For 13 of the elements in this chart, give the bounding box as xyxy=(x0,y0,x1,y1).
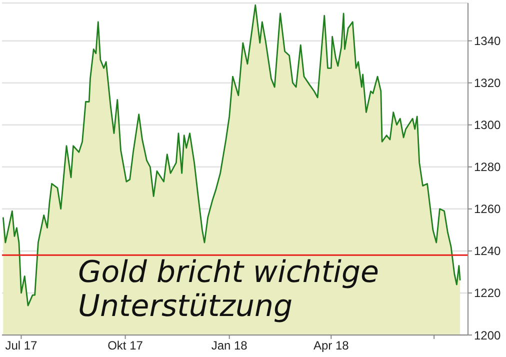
y-tick-label: 1220 xyxy=(474,286,502,300)
x-tick-label: Jul 17 xyxy=(5,338,38,353)
x-tick-label: Okt 17 xyxy=(108,338,144,353)
x-tick-label: Jan 18 xyxy=(211,338,248,353)
annotation: Gold bricht wichtige Unterstützung xyxy=(78,255,380,324)
x-tick-label: Apr 18 xyxy=(313,338,350,353)
y-tick-label: 1280 xyxy=(474,160,502,174)
y-tick-label: 1340 xyxy=(474,34,502,48)
y-tick-label: 1200 xyxy=(474,328,502,342)
y-tick-label: 1300 xyxy=(474,118,502,132)
y-tick-label: 1240 xyxy=(474,244,502,258)
y-tick-label: 1320 xyxy=(474,76,502,90)
y-tick-label: 1260 xyxy=(474,202,502,216)
